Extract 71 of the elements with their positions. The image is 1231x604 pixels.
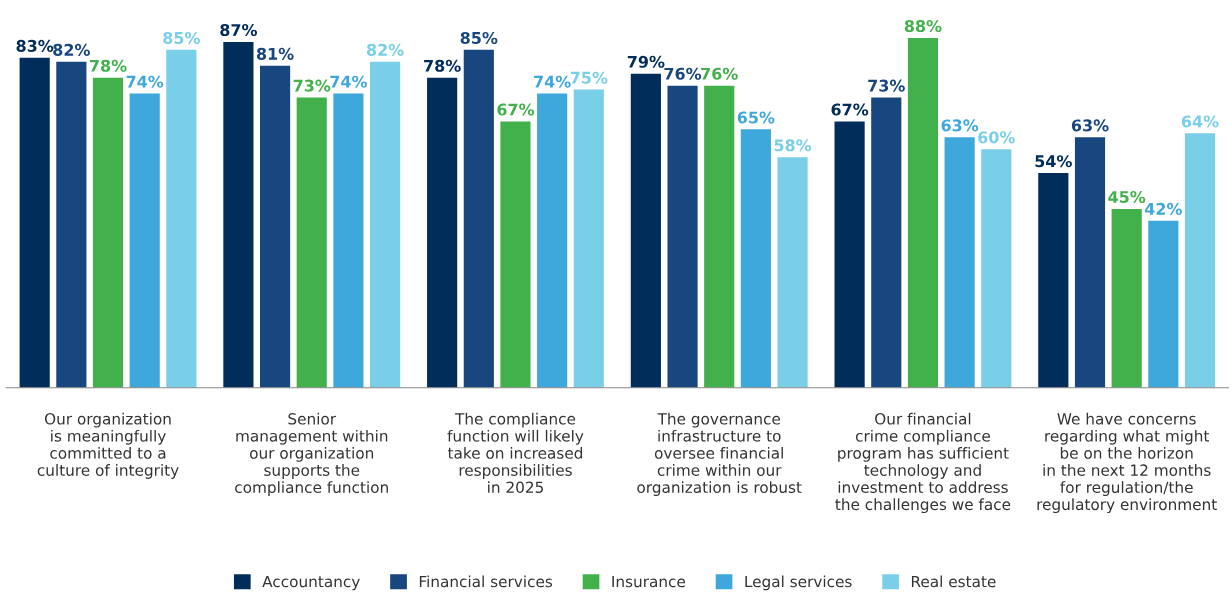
bar	[834, 121, 865, 388]
bar	[129, 93, 160, 388]
bar	[463, 49, 494, 388]
data-label: 65%	[737, 111, 775, 124]
data-label: 82%	[366, 43, 404, 56]
data-label: 78%	[424, 59, 461, 72]
legend-label: Legal services	[745, 575, 852, 591]
legend-label: Financial services	[419, 575, 553, 588]
data-label: 73%	[293, 79, 331, 92]
x-tick-label: The compliance function will likely take on increased responsibilities in 2025	[447, 412, 584, 494]
data-label: 63%	[941, 119, 979, 132]
data-label: 83%	[16, 39, 54, 52]
data-label: 76%	[701, 67, 738, 80]
data-label: 85%	[460, 31, 498, 44]
data-label: 74%	[534, 75, 571, 88]
data-label: 60%	[978, 131, 1015, 144]
data-label: 79%	[627, 55, 665, 68]
bar	[1148, 220, 1179, 388]
bar	[1038, 173, 1069, 388]
data-label: 54%	[1035, 155, 1072, 168]
bar	[871, 97, 902, 388]
data-label: 81%	[256, 47, 294, 60]
data-label: 42%	[1144, 202, 1182, 215]
bar	[1184, 133, 1216, 388]
data-label: 64%	[1181, 115, 1219, 128]
bar	[427, 77, 458, 388]
bar	[500, 121, 531, 388]
legend-label: Insurance	[612, 575, 686, 588]
data-label: 78%	[89, 59, 127, 72]
data-label: 76%	[664, 67, 702, 80]
bar	[19, 57, 50, 388]
bar	[777, 157, 808, 388]
data-label: 82%	[53, 43, 90, 56]
bar	[333, 93, 364, 388]
bar	[223, 41, 254, 388]
data-label: 75%	[570, 71, 608, 84]
bar	[296, 97, 327, 388]
bar	[370, 61, 401, 388]
legend-label: Accountancy	[262, 575, 360, 591]
bar	[981, 149, 1012, 388]
data-label: 88%	[904, 19, 942, 33]
bar	[630, 73, 661, 388]
data-label: 67%	[831, 103, 869, 116]
x-tick-label: The governance infrastructure to oversee financial crime within our organization is robust	[637, 412, 802, 496]
data-label: 63%	[1071, 119, 1109, 132]
data-label: 85%	[163, 31, 200, 44]
data-label: 45%	[1108, 190, 1146, 204]
bar	[907, 37, 939, 388]
bar	[537, 93, 568, 388]
data-label: 74%	[126, 75, 164, 88]
legend-label: Real estate	[911, 575, 996, 588]
x-tick-label: We have concerns regarding what might be on the horizon in the next 12 months for regulation/the regulatory environment	[1037, 412, 1217, 514]
data-label: 87%	[220, 23, 258, 37]
data-label: 74%	[330, 75, 368, 88]
data-label: 73%	[868, 79, 905, 92]
bar	[166, 49, 197, 388]
data-label: 67%	[497, 103, 535, 116]
x-tick-label: Our financial crime compliance program has sufficient technology and investment to address the challenges we face	[835, 412, 1011, 514]
bar	[56, 61, 87, 388]
x-tick-label: Senior management within our organization supports the compliance function	[235, 412, 388, 496]
bar	[1111, 208, 1142, 388]
bar	[1074, 137, 1106, 388]
bar	[260, 65, 291, 388]
bar	[740, 129, 771, 388]
bar	[573, 89, 604, 388]
bar	[944, 137, 975, 388]
data-label: 58%	[774, 139, 812, 152]
bar	[667, 85, 698, 388]
bar	[92, 77, 124, 388]
x-tick-label: Our organization is meaningfully committed to a culture of integrity	[37, 412, 179, 479]
bar	[704, 85, 735, 388]
